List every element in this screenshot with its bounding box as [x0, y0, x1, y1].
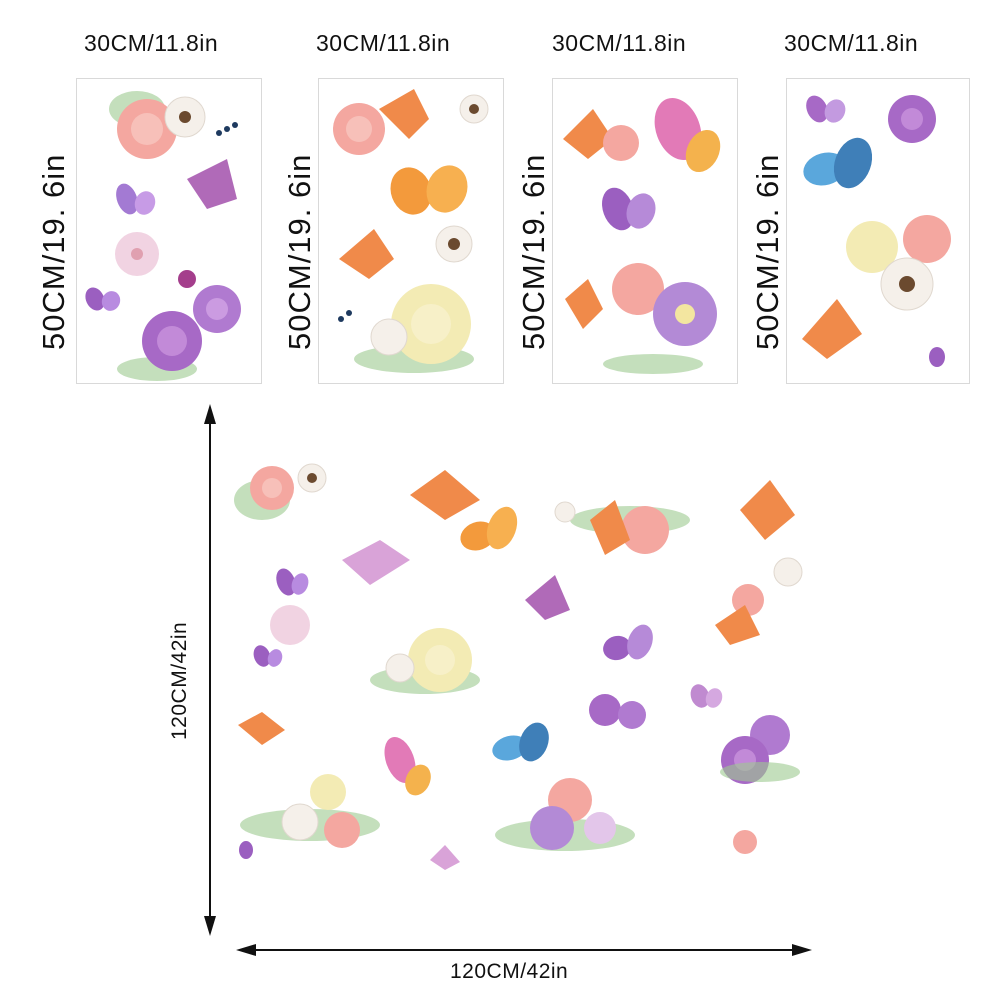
cream-rose-cluster: [338, 284, 474, 373]
sheet-4-width-label: 30CM/11.8in: [784, 30, 919, 56]
sheet-4-artwork: [802, 95, 951, 367]
sticker-sheet-1: [76, 78, 262, 384]
orange-butterfly: [390, 165, 468, 215]
pink-rose-cluster: [109, 91, 238, 159]
orange-lily-right: [740, 480, 795, 540]
sheet-2-artwork: [333, 89, 489, 373]
white-anemone: [773, 557, 803, 587]
small-butterfly: [85, 287, 121, 311]
cream-rose: [846, 221, 898, 273]
orange-butterfly: [460, 506, 518, 551]
orange-lily-2: [339, 229, 394, 279]
sheet-3-width-label: 30CM/11.8in: [552, 30, 687, 56]
blue-butterfly: [803, 137, 873, 189]
small-lilac-flower: [430, 845, 460, 870]
small-pink-butterfly: [690, 684, 723, 708]
purple-butterfly: [116, 183, 156, 215]
sheet-3-artwork: [563, 98, 721, 374]
sheet-2-width-label: 30CM/11.8in: [316, 30, 451, 56]
pink-orange-butterfly: [654, 98, 721, 173]
pink-rose: [903, 215, 951, 263]
purple-lily: [525, 575, 570, 620]
small-purple-butterfly: [806, 95, 846, 123]
purple-rose-cluster: [117, 270, 241, 381]
sticker-sheet-2: [318, 78, 504, 384]
purple-butterfly: [602, 187, 656, 231]
bottom-center-bouquet: [495, 778, 635, 851]
tiny-butterfly: [253, 645, 283, 667]
orange-lily-small: [715, 605, 760, 645]
lilac-lily: [342, 540, 410, 585]
pink-rose-corner: [234, 463, 327, 520]
sticker-sheet-3: [552, 78, 738, 384]
blue-butterfly: [492, 722, 549, 762]
orange-lily-2: [565, 279, 603, 329]
purple-butterfly: [603, 624, 653, 661]
width-arrow: [236, 944, 812, 956]
pink-rose-lily-spray: [554, 500, 690, 555]
purple-rose-pair: [589, 694, 646, 729]
orange-lily-left: [238, 712, 285, 745]
small-purple-butterfly: [276, 568, 309, 596]
sticker-sheet-4: [786, 78, 970, 384]
sheet-1-width-label: 30CM/11.8in: [84, 30, 219, 56]
orange-lily: [563, 109, 613, 159]
cream-rose-cluster: [370, 628, 480, 694]
orange-lily: [379, 89, 429, 139]
height-arrow: [204, 404, 216, 936]
orange-lily: [410, 470, 480, 520]
pink-rose: [612, 263, 664, 315]
tiny-pink-rose: [733, 830, 757, 854]
pink-rose-small: [732, 584, 764, 616]
installed-height-label: 120CM/42in: [168, 621, 191, 740]
installed-width-label: 120CM/42in: [450, 960, 569, 983]
purple-rose-cluster: [720, 715, 800, 784]
pink-orange-butterfly: [384, 736, 431, 796]
sheet-1-artwork: [85, 91, 241, 381]
bottom-left-bouquet: [239, 774, 380, 859]
pale-flower: [270, 605, 310, 645]
orange-lily: [802, 299, 862, 359]
purple-lily: [187, 159, 237, 209]
